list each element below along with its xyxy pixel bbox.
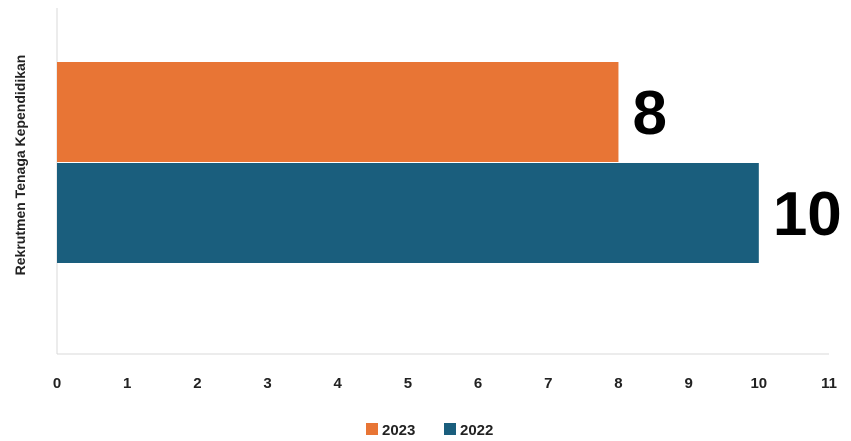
bars	[57, 62, 759, 263]
x-tick-label: 0	[53, 375, 61, 392]
x-tick-label: 5	[404, 375, 412, 392]
x-tick-label: 6	[474, 375, 482, 392]
legend-label-2022: 2022	[460, 422, 493, 439]
legend-swatch-2023	[366, 423, 378, 435]
x-tick-label: 4	[334, 375, 343, 392]
legend-label-2023: 2023	[382, 422, 415, 439]
legend-swatch-2022	[444, 423, 456, 435]
bar-2022	[57, 163, 759, 263]
data-labels: 8 10	[632, 79, 841, 249]
x-tick-label: 9	[684, 375, 692, 392]
x-tick-label: 3	[263, 375, 271, 392]
x-tick-label: 8	[614, 375, 622, 392]
x-tick-label: 10	[750, 375, 767, 392]
bar-2023	[57, 62, 619, 162]
data-label-2023: 8	[632, 79, 666, 148]
category-label: Rekrutmen Tenaga Kependidikan	[12, 55, 28, 276]
legend: 2023 2022	[366, 422, 493, 439]
x-tick-label: 11	[821, 375, 837, 392]
x-tick-label: 7	[544, 375, 552, 392]
data-label-2022: 10	[773, 180, 842, 249]
x-tick-label: 2	[193, 375, 201, 392]
x-tick-label: 1	[123, 375, 131, 392]
x-tick-labels: 0 1 2 3 4 5 6 7 8 9 10 11	[53, 375, 837, 392]
